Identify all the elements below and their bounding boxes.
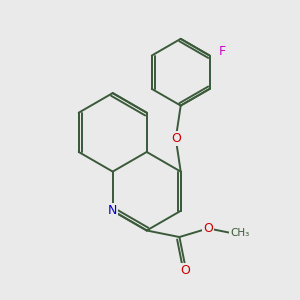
Text: N: N	[108, 204, 117, 218]
Text: CH₃: CH₃	[230, 228, 249, 238]
Text: O: O	[203, 222, 213, 235]
Text: O: O	[180, 264, 190, 277]
Text: F: F	[219, 45, 226, 58]
Text: O: O	[171, 132, 181, 145]
